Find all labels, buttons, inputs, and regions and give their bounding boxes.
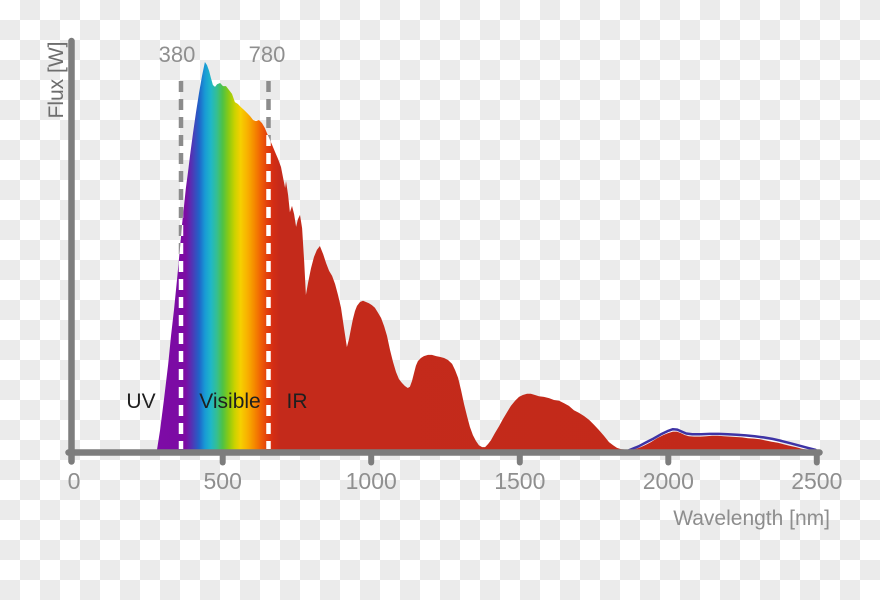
boundary-label-380: 380 (159, 42, 196, 67)
x-tick-label-2000: 2000 (643, 468, 694, 494)
x-tick-label-1000: 1000 (346, 468, 397, 494)
x-tick-label-0: 0 (68, 468, 81, 494)
solar-spectrum-area (156, 62, 817, 453)
x-tick-label-2500: 2500 (791, 468, 842, 494)
x-tick-label-1500: 1500 (494, 468, 545, 494)
region-label-visible: Visible (199, 390, 260, 413)
x-axis-title: Wavelength [nm] (673, 507, 830, 530)
region-label-uv: UV (126, 390, 155, 413)
boundary-label-780: 780 (249, 42, 286, 67)
y-axis-title: Flux [W] (45, 42, 68, 119)
region-label-ir: IR (287, 390, 308, 413)
x-tick-label-500: 500 (204, 468, 242, 494)
ir-overlay-curve (627, 427, 817, 452)
x-axis-ticks (219, 449, 820, 466)
